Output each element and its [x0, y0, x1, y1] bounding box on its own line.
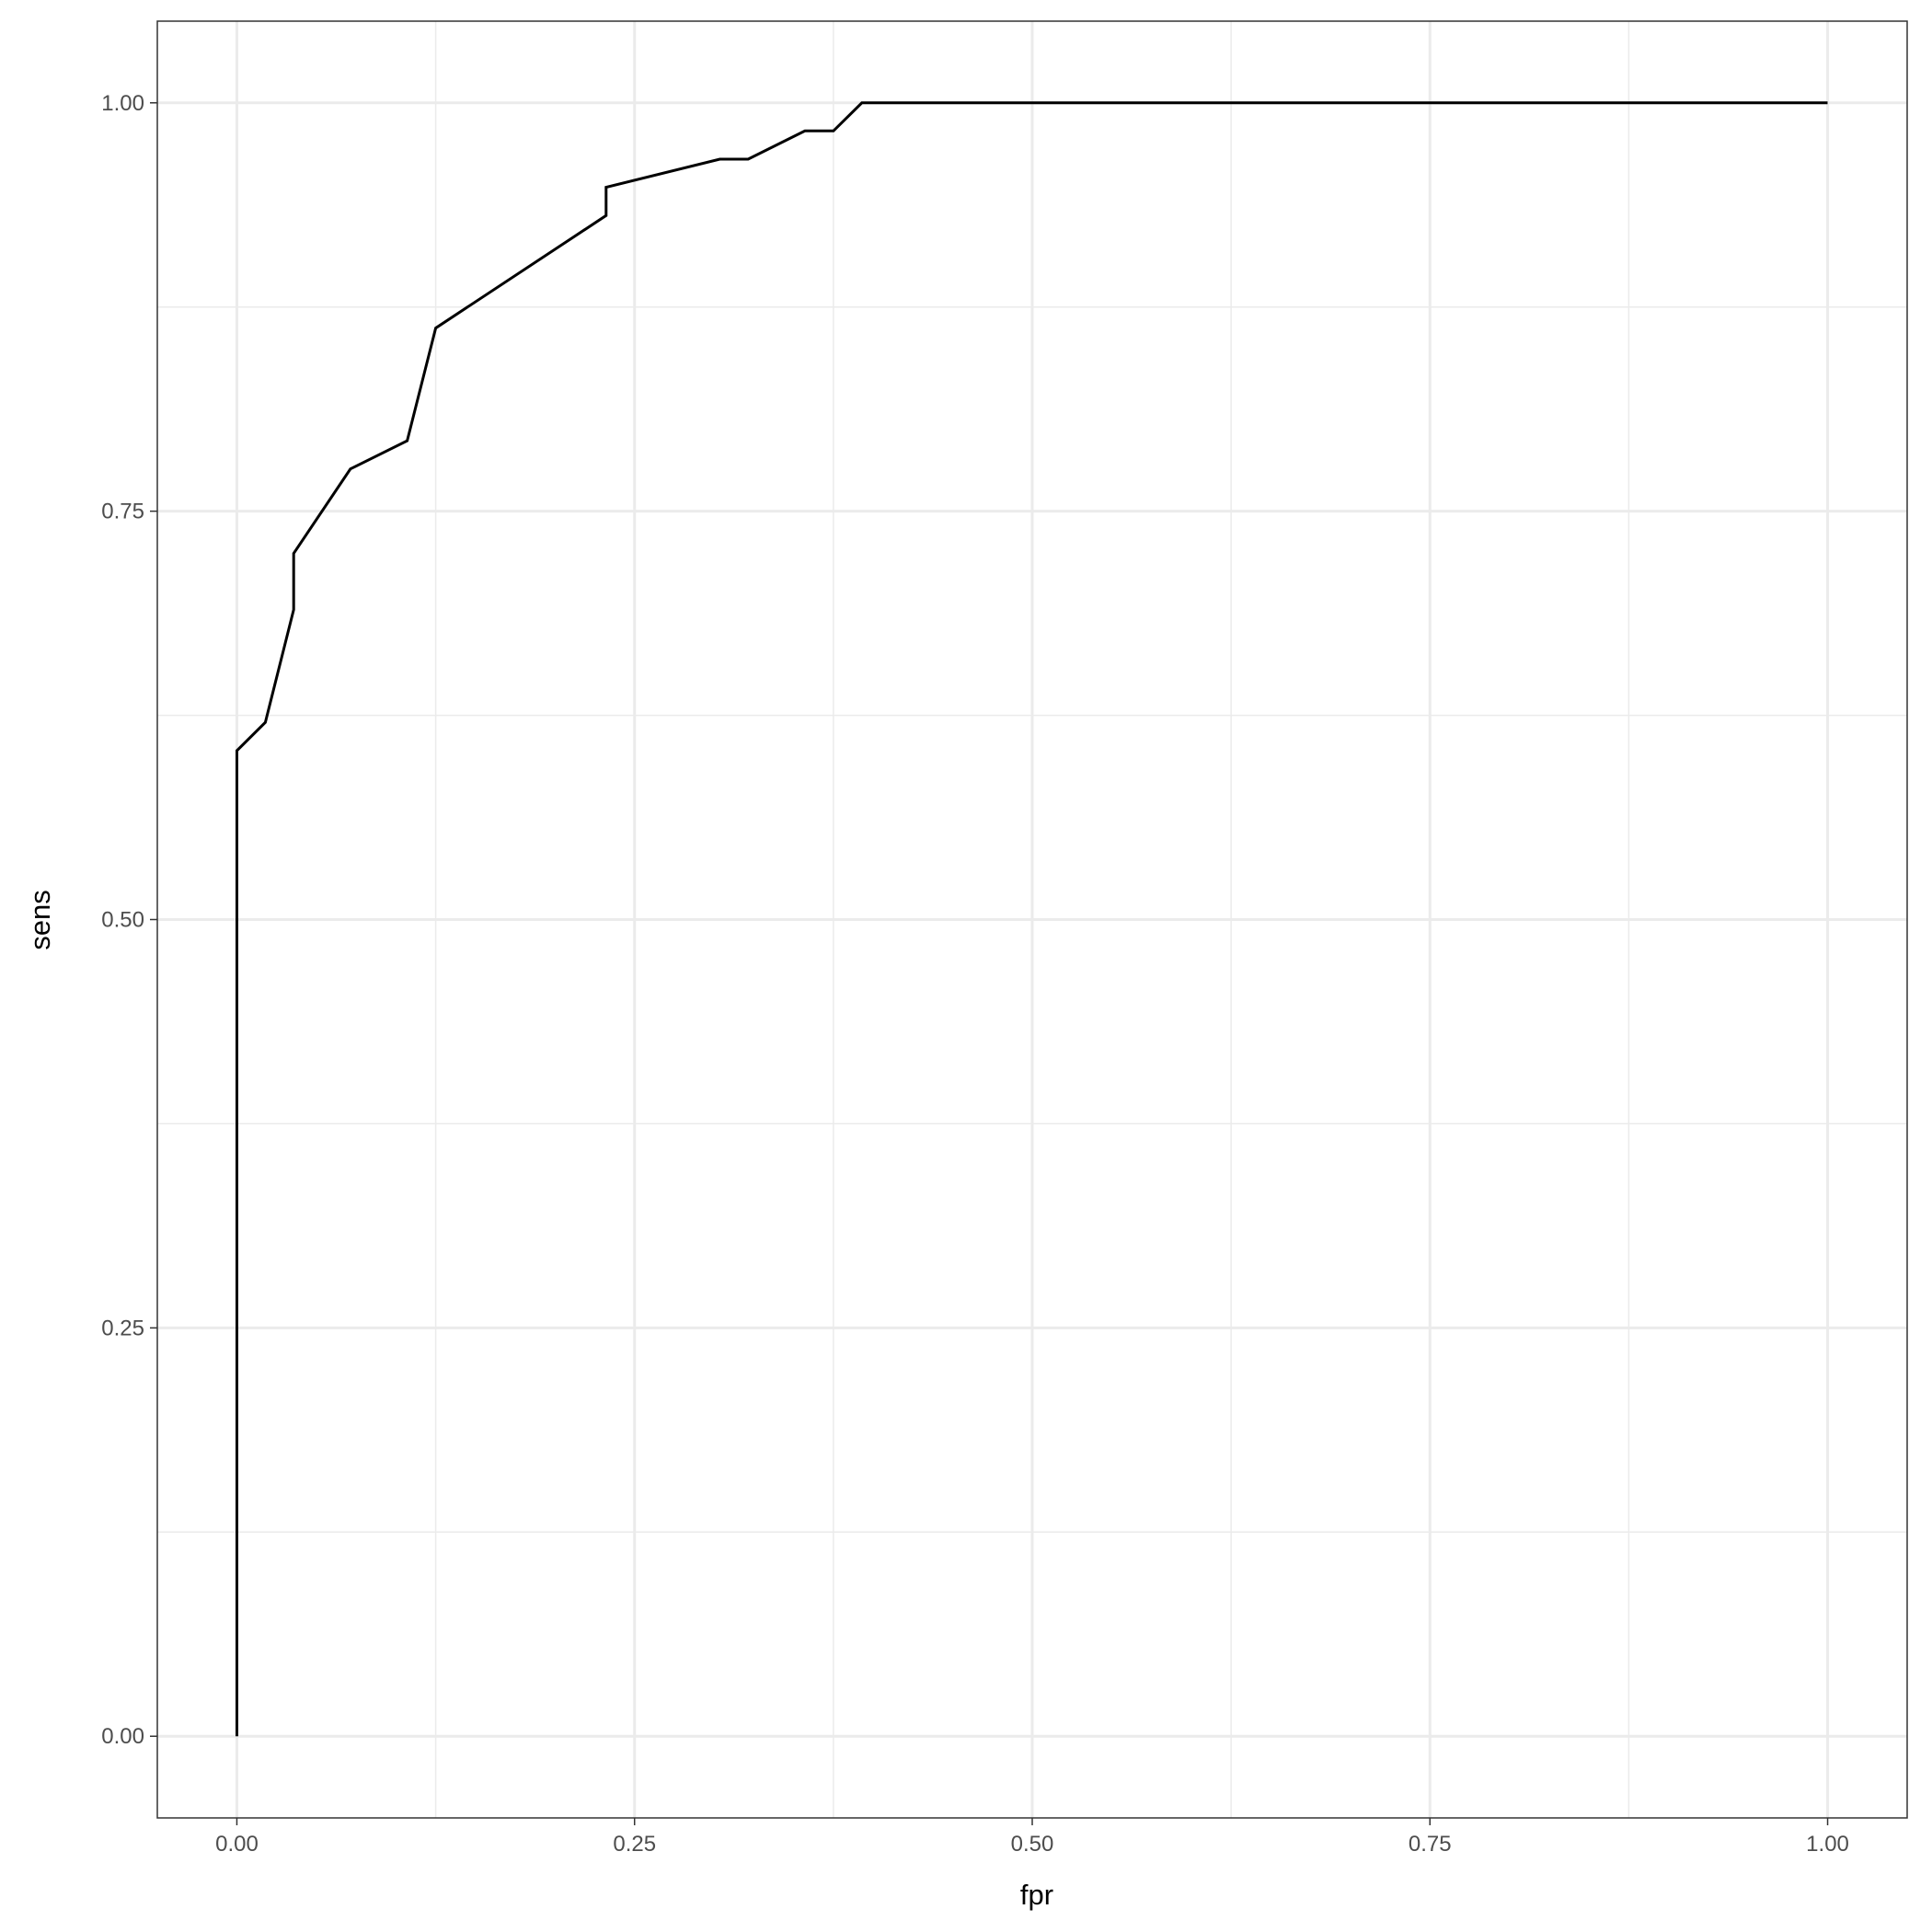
y-axis-title: sens — [24, 890, 56, 949]
x-tick-label: 0.75 — [1409, 1832, 1452, 1857]
y-tick-label: 0.00 — [101, 1724, 144, 1749]
y-tick-label: 0.25 — [101, 1316, 144, 1340]
y-tick-label: 0.50 — [101, 908, 144, 933]
y-tick-label: 0.75 — [101, 500, 144, 524]
x-tick-label: 0.25 — [613, 1832, 656, 1857]
x-axis: 0.00 0.25 0.50 0.75 1.00 — [215, 1818, 1849, 1857]
x-tick-label: 0.00 — [215, 1832, 259, 1857]
x-tick-label: 0.50 — [1011, 1832, 1054, 1857]
roc-curve — [236, 101, 1828, 1737]
x-tick-label: 1.00 — [1806, 1832, 1849, 1857]
x-axis-title: fpr — [1020, 1879, 1053, 1911]
y-tick-label: 1.00 — [101, 91, 144, 116]
y-axis: 0.00 0.25 0.50 0.75 1.00 — [101, 91, 157, 1749]
